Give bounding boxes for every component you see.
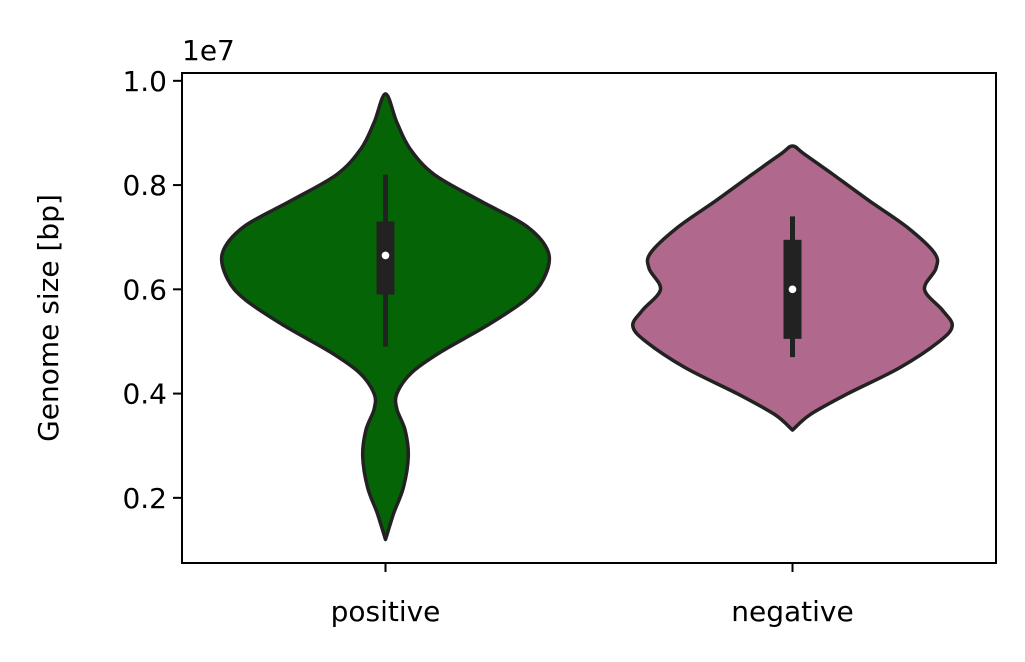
y-exponent-label: 1e7 xyxy=(182,34,235,67)
x-tick-label-negative: negative xyxy=(731,595,853,628)
violins-layer xyxy=(219,92,954,542)
y-tick-label: 0.4 xyxy=(122,378,167,411)
y-tick-label: 0.2 xyxy=(122,482,167,515)
median-dot-negative xyxy=(788,285,797,294)
plot-frame xyxy=(181,72,997,564)
y-tick-label: 0.8 xyxy=(122,169,167,202)
y-axis-ticks: 0.2 0.4 0.6 0.8 1.0 xyxy=(122,65,182,515)
y-tick-label: 0.6 xyxy=(122,273,167,306)
y-tick-label: 1.0 xyxy=(122,65,167,98)
median-dot-positive xyxy=(381,251,390,260)
y-axis-label: Genome size [bp] xyxy=(32,194,65,442)
x-tick-label-positive: positive xyxy=(331,595,441,628)
x-axis-ticks: positive negative xyxy=(331,563,854,628)
